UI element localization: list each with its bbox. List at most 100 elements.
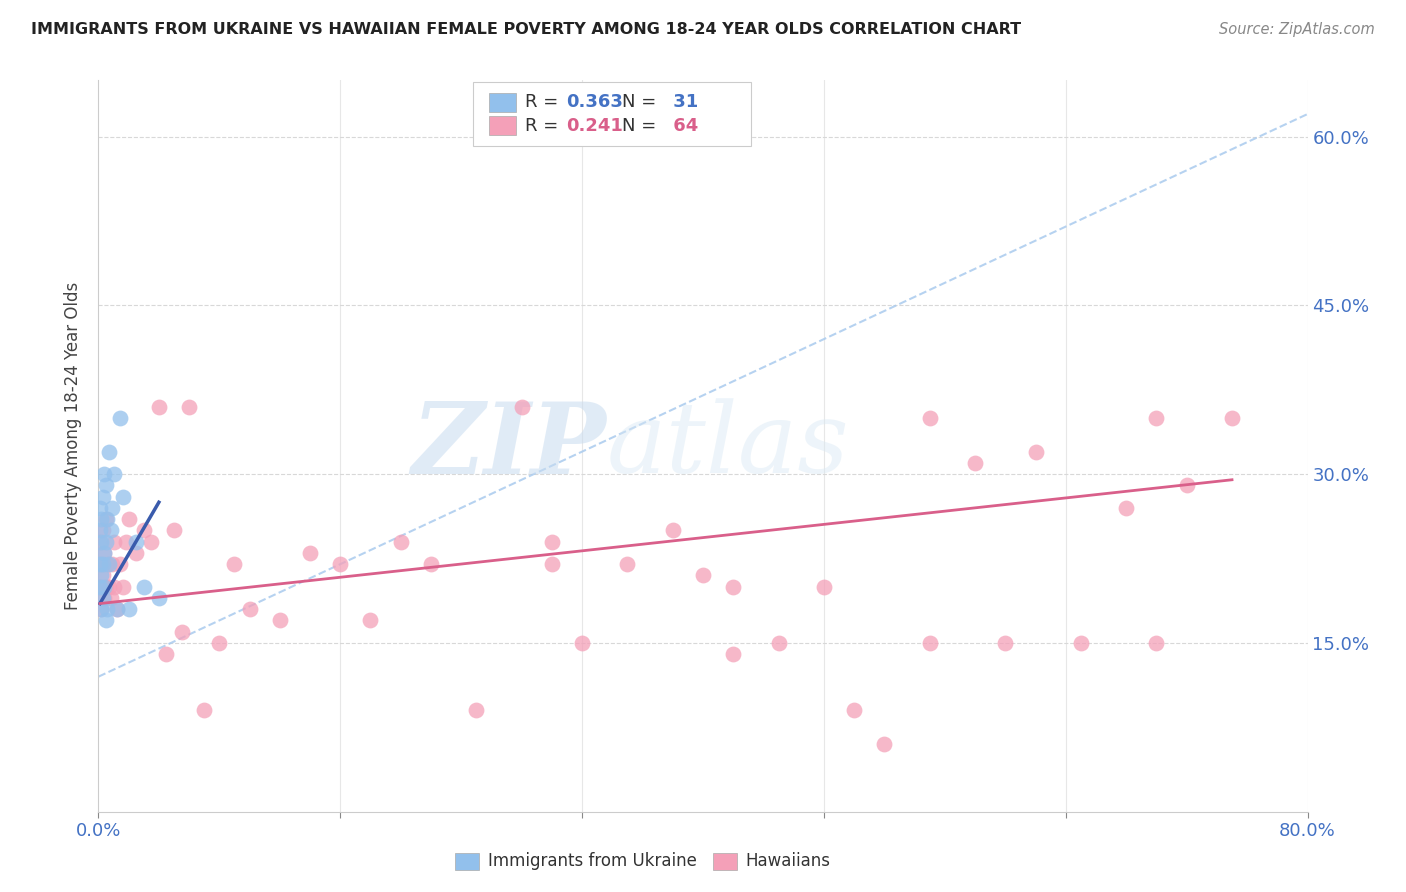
Point bbox=[170, 624, 193, 639]
Point bbox=[179, 400, 201, 414]
Point bbox=[125, 534, 148, 549]
Point bbox=[1070, 636, 1092, 650]
Point bbox=[94, 478, 117, 492]
Point bbox=[132, 524, 155, 538]
Point bbox=[918, 636, 941, 650]
Point bbox=[540, 557, 562, 571]
Point bbox=[114, 534, 136, 549]
Point bbox=[155, 647, 177, 661]
Point bbox=[329, 557, 352, 571]
Point bbox=[163, 524, 186, 538]
Point bbox=[93, 467, 115, 482]
Point bbox=[103, 580, 125, 594]
Point bbox=[616, 557, 638, 571]
Point bbox=[93, 546, 115, 560]
Text: N =: N = bbox=[621, 94, 662, 112]
Point bbox=[208, 636, 231, 650]
Point bbox=[1144, 636, 1167, 650]
Point bbox=[844, 703, 866, 717]
Point bbox=[1144, 410, 1167, 425]
Point bbox=[125, 546, 148, 560]
Point bbox=[510, 400, 533, 414]
Point bbox=[994, 636, 1017, 650]
Point bbox=[148, 591, 170, 605]
Text: ZIP: ZIP bbox=[412, 398, 606, 494]
Point bbox=[571, 636, 593, 650]
Point bbox=[141, 534, 163, 549]
Y-axis label: Female Poverty Among 18-24 Year Olds: Female Poverty Among 18-24 Year Olds bbox=[65, 282, 83, 610]
Point bbox=[101, 557, 124, 571]
Point bbox=[101, 500, 124, 515]
Point bbox=[98, 580, 121, 594]
Point bbox=[89, 580, 111, 594]
FancyBboxPatch shape bbox=[456, 853, 479, 871]
Point bbox=[90, 568, 112, 582]
Point bbox=[768, 636, 790, 650]
FancyBboxPatch shape bbox=[474, 82, 751, 146]
Point bbox=[91, 557, 114, 571]
Point bbox=[111, 580, 134, 594]
Point bbox=[94, 534, 117, 549]
Point bbox=[813, 580, 835, 594]
Text: 31: 31 bbox=[666, 94, 697, 112]
Point bbox=[873, 737, 896, 751]
Point bbox=[89, 580, 111, 594]
Point bbox=[148, 400, 170, 414]
Point bbox=[1220, 410, 1243, 425]
Point bbox=[98, 557, 121, 571]
Point bbox=[93, 546, 115, 560]
Point bbox=[1115, 500, 1137, 515]
Point bbox=[89, 557, 111, 571]
FancyBboxPatch shape bbox=[713, 853, 737, 871]
Text: R =: R = bbox=[526, 94, 564, 112]
Point bbox=[90, 602, 112, 616]
Point bbox=[132, 580, 155, 594]
Point bbox=[103, 534, 125, 549]
Text: Immigrants from Ukraine: Immigrants from Ukraine bbox=[488, 853, 696, 871]
Text: atlas: atlas bbox=[606, 399, 849, 493]
Point bbox=[723, 580, 745, 594]
Text: N =: N = bbox=[621, 117, 662, 135]
Point bbox=[193, 703, 215, 717]
Point bbox=[723, 647, 745, 661]
Point bbox=[111, 490, 134, 504]
Point bbox=[90, 602, 112, 616]
Point bbox=[91, 568, 114, 582]
Text: 64: 64 bbox=[666, 117, 697, 135]
Point bbox=[118, 602, 141, 616]
Point bbox=[465, 703, 488, 717]
Point bbox=[96, 602, 118, 616]
Point bbox=[96, 557, 118, 571]
Point bbox=[94, 580, 117, 594]
Point bbox=[360, 614, 382, 628]
Point bbox=[93, 580, 115, 594]
Point bbox=[105, 602, 128, 616]
Point bbox=[89, 524, 111, 538]
Text: 0.363: 0.363 bbox=[567, 94, 623, 112]
Point bbox=[108, 557, 131, 571]
Point bbox=[389, 534, 412, 549]
Point bbox=[118, 512, 141, 526]
FancyBboxPatch shape bbox=[489, 93, 516, 112]
Point bbox=[103, 467, 125, 482]
Point bbox=[100, 591, 122, 605]
Point bbox=[965, 456, 987, 470]
Point bbox=[1024, 444, 1046, 458]
Point bbox=[90, 512, 112, 526]
Point bbox=[299, 546, 322, 560]
Point bbox=[239, 602, 262, 616]
Point bbox=[94, 512, 117, 526]
Point bbox=[98, 444, 121, 458]
Point bbox=[540, 534, 562, 549]
Point bbox=[90, 534, 112, 549]
Point bbox=[89, 500, 111, 515]
Point bbox=[105, 602, 128, 616]
Point bbox=[1175, 478, 1198, 492]
Point bbox=[91, 490, 114, 504]
FancyBboxPatch shape bbox=[489, 116, 516, 135]
Point bbox=[94, 614, 117, 628]
Point bbox=[93, 591, 115, 605]
Point bbox=[90, 557, 112, 571]
Point bbox=[89, 534, 111, 549]
Point bbox=[661, 524, 683, 538]
